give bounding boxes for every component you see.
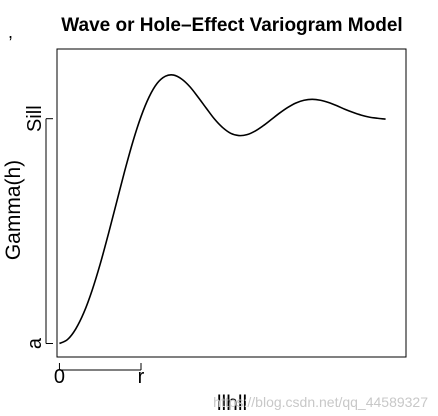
y-tick-label: a [24,337,46,349]
variogram-curve [59,74,386,345]
x-tick-label: r [138,366,145,388]
chart-title: Wave or Hole–Effect Variogram Model [61,15,402,36]
x-axis-title: llhll [217,392,247,415]
plot-frame [56,48,407,358]
y-axis-title: Gamma(h) [2,160,25,260]
y-axis: a Sill [24,105,53,349]
x-tick-label: 0 [54,366,65,388]
watermark-text: https://blog.csdn.net/qq_44589327 [213,394,428,410]
stray-comma-mark: , [8,22,13,42]
y-tick-label: Sill [24,105,46,132]
